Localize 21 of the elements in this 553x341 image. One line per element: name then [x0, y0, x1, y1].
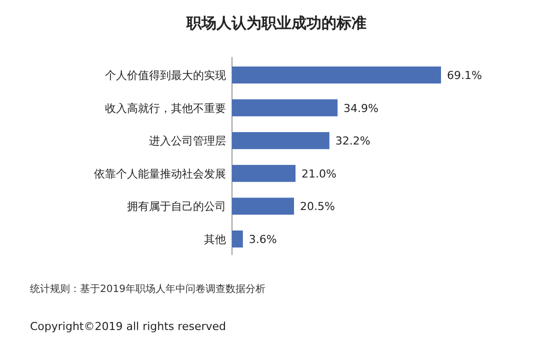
chart-title: 职场人认为职业成功的标准 — [186, 14, 366, 32]
bar — [232, 132, 330, 150]
y-tick-label: 其他 — [204, 233, 226, 246]
bar — [232, 99, 338, 116]
y-tick-label: 进入公司管理层 — [149, 134, 226, 148]
bar — [232, 164, 296, 182]
y-tick-label: 收入高就行，其他不重要 — [105, 102, 226, 115]
y-tick-label: 拥有属于自己的公司 — [127, 200, 226, 214]
data-label: 3.6% — [248, 233, 277, 246]
bar — [232, 66, 441, 84]
bar — [232, 230, 243, 248]
text: 统计规则：基于2019年职场人年中问卷调查数据分析 — [30, 283, 266, 295]
data-label: 21.0% — [302, 167, 336, 180]
y-tick-label: 依靠个人能量推动社会发展 — [94, 167, 226, 180]
data-label: 34.9% — [344, 102, 379, 115]
text: Copyright©2019 all rights reserved — [30, 320, 226, 333]
data-label: 32.2% — [335, 134, 370, 148]
bar — [232, 198, 294, 215]
data-label: 20.5% — [300, 200, 335, 214]
data-label: 69.1% — [447, 69, 482, 82]
y-tick-label: 个人价值得到最大的实现 — [105, 69, 226, 82]
